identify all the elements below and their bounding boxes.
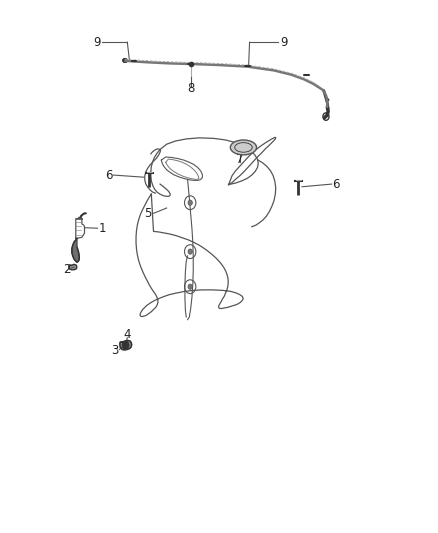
Text: 6: 6 <box>105 168 113 182</box>
Text: 2: 2 <box>64 263 71 276</box>
Text: 6: 6 <box>332 177 340 191</box>
Polygon shape <box>69 264 77 270</box>
Text: 9: 9 <box>93 36 100 49</box>
Text: 3: 3 <box>111 344 119 357</box>
Text: 5: 5 <box>145 207 152 220</box>
Circle shape <box>188 249 192 254</box>
Polygon shape <box>120 341 132 350</box>
Text: 9: 9 <box>280 36 287 49</box>
Circle shape <box>188 284 192 289</box>
Ellipse shape <box>230 140 257 155</box>
Circle shape <box>188 200 192 205</box>
Text: 1: 1 <box>98 222 106 235</box>
Text: 4: 4 <box>124 328 131 341</box>
Polygon shape <box>72 238 79 262</box>
Text: 7: 7 <box>236 152 244 166</box>
Circle shape <box>122 341 129 350</box>
Text: 8: 8 <box>187 83 194 95</box>
